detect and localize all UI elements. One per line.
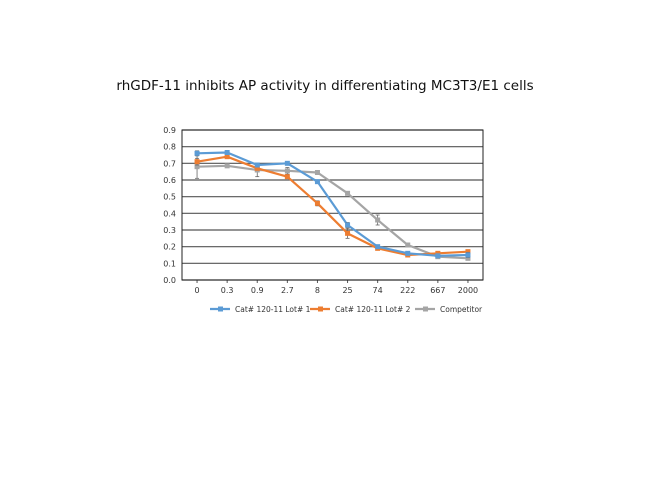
y-tick-label: 0.2: [163, 243, 176, 252]
x-tick-label: 2000: [458, 286, 478, 295]
legend-item: Cat# 120-11 Lot# 1: [210, 305, 311, 314]
data-point-marker: [194, 150, 200, 156]
data-point-marker: [405, 250, 411, 256]
x-tick-label: 8: [315, 286, 320, 295]
data-point-marker: [375, 217, 381, 223]
data-point-marker: [284, 174, 290, 180]
x-axis: 0 0.3 0.9 2.7 8 25 74 222 667 2000: [195, 280, 478, 295]
data-point-marker: [194, 159, 200, 165]
data-series: [194, 150, 471, 261]
data-point-marker: [465, 249, 471, 255]
x-tick-label: 74: [373, 286, 383, 295]
x-tick-label: 222: [400, 286, 415, 295]
x-tick-label: 0.3: [221, 286, 234, 295]
legend-label: Cat# 120-11 Lot# 2: [335, 305, 411, 314]
plot-frame: [181, 129, 484, 281]
data-point-marker: [314, 179, 320, 185]
data-point-marker: [345, 190, 351, 196]
legend: Cat# 120-11 Lot# 1 Cat# 120-11 Lot# 2 Comp…: [210, 305, 483, 314]
legend-label: Cat# 120-11 Lot# 1: [235, 305, 311, 314]
y-tick-label: 0.5: [163, 193, 176, 202]
data-point-marker: [284, 160, 290, 166]
legend-item: Competitor: [415, 305, 483, 314]
data-point-marker: [405, 242, 411, 248]
series-line: [194, 154, 471, 261]
x-tick-label: 25: [342, 286, 352, 295]
chart-title: rhGDF-11 inhibits AP activity in differe…: [116, 78, 534, 94]
x-tick-label: 0: [195, 286, 200, 295]
y-tick-label: 0.0: [163, 276, 176, 285]
series-line: [194, 154, 471, 258]
data-point-marker: [254, 165, 260, 171]
data-point-marker: [284, 168, 290, 174]
data-point-marker: [314, 200, 320, 206]
y-tick-label: 0.3: [163, 226, 176, 235]
y-axis: 0.0 0.1 0.2 0.3 0.4 0.5 0.6 0.7 0.8 0.9: [163, 126, 176, 285]
data-point-marker: [314, 170, 320, 175]
data-point-marker: [465, 255, 471, 261]
y-tick-label: 0.4: [163, 209, 176, 218]
data-point-marker: [435, 253, 441, 259]
data-point-marker: [224, 163, 230, 169]
y-tick-label: 0.1: [163, 259, 176, 268]
legend-label: Competitor: [440, 305, 483, 314]
series-line: [194, 150, 471, 259]
y-tick-label: 0.9: [163, 126, 176, 135]
x-tick-label: 0.9: [251, 286, 264, 295]
data-point-marker: [345, 222, 351, 228]
y-tick-label: 0.7: [163, 159, 176, 168]
data-point-marker: [465, 252, 471, 258]
y-tick-label: 0.6: [163, 176, 176, 185]
y-tick-label: 0.8: [163, 143, 176, 152]
data-point-marker: [375, 244, 381, 250]
data-point-marker: [345, 230, 351, 236]
data-point-marker: [194, 164, 200, 170]
data-point-marker: [224, 154, 230, 160]
data-point-marker: [224, 150, 230, 155]
x-tick-label: 2.7: [281, 286, 294, 295]
x-tick-label: 667: [430, 286, 445, 295]
data-point-marker: [254, 162, 260, 168]
legend-item: Cat# 120-11 Lot# 2: [310, 305, 411, 314]
